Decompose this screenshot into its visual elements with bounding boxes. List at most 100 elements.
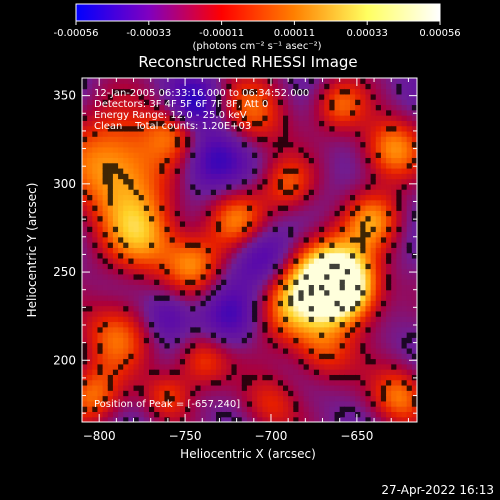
heatmap-cell bbox=[283, 342, 289, 349]
heatmap-cell bbox=[159, 342, 166, 349]
heatmap-cell bbox=[118, 289, 124, 296]
heatmap-cell bbox=[319, 78, 325, 84]
heatmap-cell bbox=[257, 247, 263, 254]
heatmap-cell bbox=[138, 337, 145, 344]
heatmap-cell bbox=[334, 252, 341, 259]
heatmap-cell bbox=[262, 252, 269, 259]
heatmap-cell bbox=[82, 189, 88, 196]
heatmap-cell bbox=[123, 173, 129, 180]
heatmap-cell bbox=[350, 78, 356, 84]
heatmap-cell bbox=[329, 310, 336, 317]
heatmap-cell bbox=[128, 358, 135, 365]
heatmap-cell bbox=[179, 305, 186, 312]
heatmap-cell bbox=[386, 93, 392, 100]
heatmap-cell bbox=[143, 205, 150, 211]
heatmap-cell bbox=[277, 152, 284, 158]
heatmap-cell bbox=[185, 178, 191, 185]
heatmap-cell bbox=[179, 284, 186, 291]
heatmap-cell bbox=[92, 78, 99, 84]
heatmap-cell bbox=[252, 146, 258, 153]
heatmap-cell bbox=[406, 83, 413, 90]
heatmap-cell bbox=[370, 316, 377, 323]
heatmap-cell bbox=[149, 353, 155, 360]
heatmap-cell bbox=[277, 78, 284, 84]
heatmap-cell bbox=[179, 162, 186, 169]
heatmap-cell bbox=[283, 141, 289, 148]
heatmap-cell bbox=[159, 167, 166, 174]
heatmap-cell bbox=[344, 342, 351, 349]
heatmap-cell bbox=[283, 146, 289, 153]
heatmap-cell bbox=[329, 189, 336, 196]
heatmap-cell bbox=[339, 236, 346, 243]
heatmap-cell bbox=[272, 395, 279, 402]
heatmap-cell bbox=[241, 215, 248, 222]
heatmap-cell bbox=[380, 284, 387, 291]
heatmap-cell bbox=[375, 284, 382, 291]
heatmap-cell bbox=[360, 395, 367, 402]
heatmap-cell bbox=[303, 205, 310, 211]
heatmap-cell bbox=[164, 231, 171, 238]
heatmap-cell bbox=[159, 210, 166, 217]
heatmap-cell bbox=[226, 183, 233, 190]
heatmap-cell bbox=[303, 247, 310, 254]
heatmap-cell bbox=[257, 326, 263, 333]
heatmap-cell bbox=[329, 183, 336, 190]
heatmap-cell bbox=[210, 332, 217, 338]
heatmap-cell bbox=[288, 332, 294, 338]
heatmap-cell bbox=[391, 289, 397, 296]
heatmap-cell bbox=[370, 157, 377, 164]
heatmap-cell bbox=[143, 157, 150, 164]
heatmap-cell bbox=[205, 279, 212, 285]
heatmap-cell bbox=[112, 305, 119, 312]
heatmap-cell bbox=[159, 347, 166, 354]
heatmap-cell bbox=[319, 157, 325, 164]
heatmap-cell bbox=[112, 268, 119, 275]
heatmap-cell bbox=[164, 294, 171, 301]
heatmap-cell bbox=[380, 194, 387, 201]
heatmap-cell bbox=[138, 189, 145, 196]
heatmap-cell bbox=[283, 411, 289, 418]
heatmap-cell bbox=[164, 141, 171, 148]
heatmap-cell bbox=[246, 205, 253, 211]
heatmap-cell bbox=[334, 374, 341, 381]
heatmap-cell bbox=[92, 215, 99, 222]
heatmap-cell bbox=[143, 279, 150, 285]
heatmap-cell bbox=[252, 326, 258, 333]
heatmap-cell bbox=[107, 215, 114, 222]
heatmap-cell bbox=[283, 236, 289, 243]
heatmap-cell bbox=[375, 236, 382, 243]
heatmap-cell bbox=[190, 157, 196, 164]
heatmap-cell bbox=[267, 374, 274, 381]
heatmap-cell bbox=[365, 279, 372, 285]
heatmap-cell bbox=[236, 284, 243, 291]
heatmap-cell bbox=[190, 141, 196, 148]
heatmap-cell bbox=[102, 257, 109, 264]
heatmap-cell bbox=[324, 263, 330, 270]
heatmap-cell bbox=[298, 120, 305, 127]
heatmap-cell bbox=[102, 173, 109, 180]
heatmap-cell bbox=[262, 199, 269, 206]
heatmap-cell bbox=[313, 115, 320, 121]
heatmap-cell bbox=[210, 326, 217, 333]
heatmap-cell bbox=[149, 337, 155, 344]
y-tick-label: 250 bbox=[53, 265, 76, 279]
heatmap-cell bbox=[133, 400, 140, 407]
heatmap-cell bbox=[97, 379, 104, 386]
heatmap-cell bbox=[149, 263, 155, 270]
heatmap-cell bbox=[370, 332, 377, 338]
heatmap-cell bbox=[339, 178, 346, 185]
heatmap-cell bbox=[216, 231, 222, 238]
heatmap-cell bbox=[97, 93, 104, 100]
heatmap-cell bbox=[92, 294, 99, 301]
heatmap-cell bbox=[329, 146, 336, 153]
heatmap-cell bbox=[370, 83, 377, 90]
heatmap-cell bbox=[344, 167, 351, 174]
heatmap-cell bbox=[82, 199, 88, 206]
heatmap-cell bbox=[200, 210, 207, 217]
heatmap-cell bbox=[267, 210, 274, 217]
heatmap-cell bbox=[236, 83, 243, 90]
heatmap-cell bbox=[386, 384, 392, 391]
heatmap-cell bbox=[324, 273, 330, 280]
heatmap-cell bbox=[406, 146, 413, 153]
heatmap-cell bbox=[169, 384, 176, 391]
